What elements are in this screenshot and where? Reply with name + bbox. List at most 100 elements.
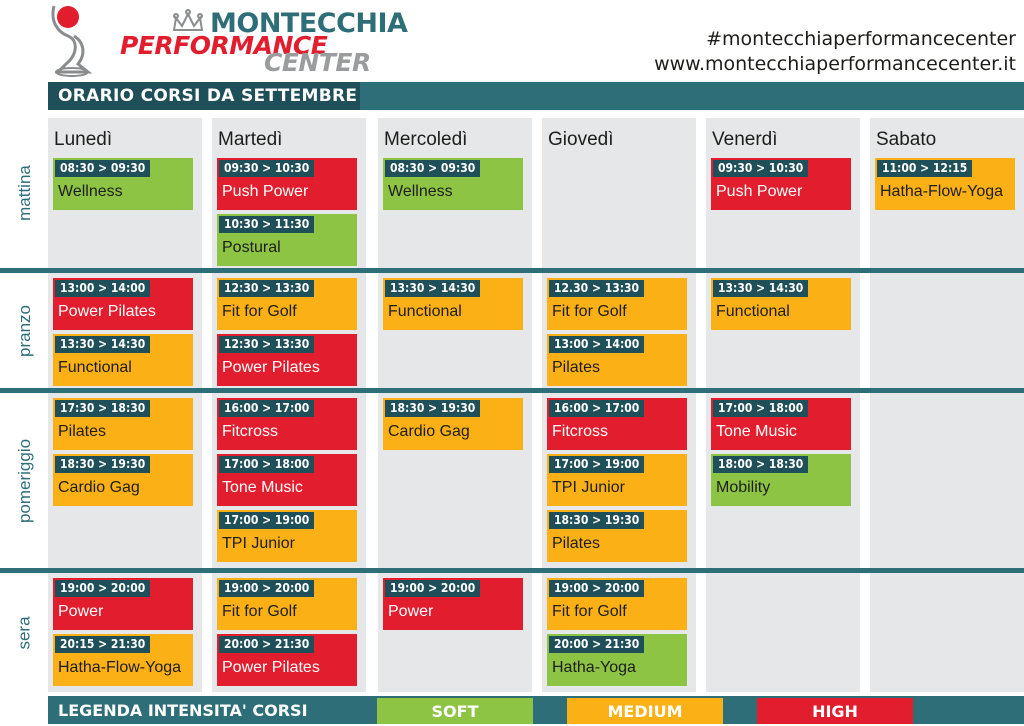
legend-medium: MEDIUM	[567, 698, 723, 724]
class-card[interactable]: 17:00 > 19:00 TPI Junior	[547, 454, 687, 506]
period-label-text: pomeriggio	[15, 438, 35, 523]
class-card[interactable]: 18:30 > 19:30 Cardio Gag	[383, 398, 523, 450]
period-label: mattina	[12, 118, 38, 268]
day-column-cell	[542, 118, 696, 268]
class-name: Fit for Golf	[222, 603, 297, 620]
class-name: Power Pilates	[58, 303, 156, 320]
period-label: pranzo	[12, 273, 38, 388]
class-card[interactable]: 17:00 > 18:00 Tone Music	[711, 398, 851, 450]
class-time-badge: 09:30 > 10:30	[219, 160, 315, 177]
class-card[interactable]: 20:00 > 21:30 Hatha-Yoga	[547, 634, 687, 686]
class-card[interactable]: 12:30 > 13:30 Power Pilates	[217, 334, 357, 386]
class-time-badge: 08:30 > 09:30	[55, 160, 151, 177]
class-card[interactable]: 09:30 > 10:30 Push Power	[711, 158, 851, 210]
day-header: Sabato	[876, 129, 937, 150]
class-name: Functional	[388, 303, 462, 320]
class-name: Mobility	[716, 479, 771, 496]
period-label: pomeriggio	[12, 393, 38, 568]
class-time-badge: 13:00 > 14:00	[549, 336, 645, 353]
period-separator	[0, 568, 1024, 573]
class-name: Power Pilates	[222, 659, 320, 676]
class-card[interactable]: 10:30 > 11:30 Postural	[217, 214, 357, 266]
class-time-badge: 20:15 > 21:30	[55, 636, 151, 653]
class-card[interactable]: 19:00 > 20:00 Fit for Golf	[217, 578, 357, 630]
class-name: Power	[388, 603, 434, 620]
class-name: Tone Music	[716, 423, 797, 440]
class-name: Power Pilates	[222, 359, 320, 376]
brand-name-line1: MONTECCHIA	[210, 8, 408, 39]
class-time-badge: 11:00 > 12:15	[877, 160, 973, 177]
crown-icon	[172, 9, 204, 31]
website-link[interactable]: www.montecchiaperformancecenter.it	[654, 53, 1016, 75]
class-name: Power	[58, 603, 104, 620]
class-card[interactable]: 13:00 > 14:00 Power Pilates	[53, 278, 193, 330]
day-header: Venerdì	[712, 129, 778, 150]
brand-name-line2: PERFORMANCE	[120, 31, 328, 60]
class-time-badge: 10:30 > 11:30	[219, 216, 315, 233]
class-card[interactable]: 18:30 > 19:30 Cardio Gag	[53, 454, 193, 506]
class-name: Pilates	[58, 423, 107, 440]
class-card[interactable]: 20:15 > 21:30 Hatha-Flow-Yoga	[53, 634, 193, 686]
class-card[interactable]: 12:30 > 13:30 Fit for Golf	[217, 278, 357, 330]
class-card[interactable]: 19:00 > 20:00 Power	[53, 578, 193, 630]
class-card[interactable]: 18:00 > 18:30 Mobility	[711, 454, 851, 506]
hashtag: #montecchiaperformancecenter	[706, 28, 1016, 50]
class-name: Tone Music	[222, 479, 303, 496]
class-card[interactable]: 18:30 > 19:30 Pilates	[547, 510, 687, 562]
legend-soft: SOFT	[377, 698, 533, 724]
legend-title: LEGENDA INTENSITA' CORSI	[58, 701, 308, 720]
period-label-text: sera	[15, 615, 35, 650]
period-separator	[0, 388, 1024, 393]
class-time-badge: 16:00 > 17:00	[549, 400, 645, 417]
class-name: Fitcross	[222, 423, 278, 440]
class-time-badge: 18:30 > 19:30	[549, 512, 645, 529]
class-card[interactable]: 08:30 > 09:30 Wellness	[53, 158, 193, 210]
class-card[interactable]: 17:00 > 19:00 TPI Junior	[217, 510, 357, 562]
class-card[interactable]: 17:00 > 18:00 Tone Music	[217, 454, 357, 506]
class-name: Functional	[716, 303, 790, 320]
class-card[interactable]: 16:00 > 17:00 Fitcross	[547, 398, 687, 450]
class-name: Fit for Golf	[222, 303, 297, 320]
class-card[interactable]: 17:30 > 18:30 Pilates	[53, 398, 193, 450]
class-name: Fit for Golf	[552, 303, 627, 320]
class-name: TPI Junior	[552, 479, 625, 496]
class-card[interactable]: 19:00 > 20:00 Power	[383, 578, 523, 630]
class-card[interactable]: 09:30 > 10:30 Push Power	[217, 158, 357, 210]
class-card[interactable]: 08:30 > 09:30 Wellness	[383, 158, 523, 210]
class-time-badge: 17:30 > 18:30	[55, 400, 151, 417]
class-time-badge: 17:00 > 18:00	[713, 400, 809, 417]
class-name: TPI Junior	[222, 535, 295, 552]
class-name: Hatha-Yoga	[552, 659, 636, 676]
class-card[interactable]: 16:00 > 17:00 Fitcross	[217, 398, 357, 450]
class-time-badge: 19:00 > 20:00	[385, 580, 481, 597]
brand-logo-graphic	[51, 5, 204, 77]
class-card[interactable]: 20:00 > 21:30 Power Pilates	[217, 634, 357, 686]
class-name: Push Power	[222, 183, 309, 200]
class-time-badge: 13:30 > 14:30	[385, 280, 481, 297]
class-time-badge: 17:00 > 19:00	[219, 512, 315, 529]
brand-logo: MONTECCHIA PERFORMANCE CENTER	[48, 2, 468, 78]
class-card[interactable]: 13:30 > 14:30 Functional	[383, 278, 523, 330]
class-time-badge: 09:30 > 10:30	[713, 160, 809, 177]
class-card[interactable]: 13:30 > 14:30 Functional	[711, 278, 851, 330]
class-name: Functional	[58, 359, 132, 376]
class-time-badge: 13:00 > 14:00	[55, 280, 151, 297]
class-name: Pilates	[552, 359, 601, 376]
class-name: Hatha-Flow-Yoga	[58, 659, 182, 676]
class-card[interactable]: 11:00 > 12:15 Hatha-Flow-Yoga	[875, 158, 1015, 210]
class-time-badge: 12:30 > 13:30	[219, 336, 315, 353]
class-time-badge: 19:00 > 20:00	[219, 580, 315, 597]
class-time-badge: 17:00 > 19:00	[549, 456, 645, 473]
class-card[interactable]: 12.30 > 13:30 Fit for Golf	[547, 278, 687, 330]
day-column-cell	[870, 393, 1024, 568]
class-time-badge: 18:30 > 19:30	[55, 456, 151, 473]
class-card[interactable]: 13:00 > 14:00 Pilates	[547, 334, 687, 386]
class-time-badge: 12:30 > 13:30	[219, 280, 315, 297]
day-header: Martedì	[218, 129, 283, 150]
class-time-badge: 17:00 > 18:00	[219, 456, 315, 473]
class-time-badge: 16:00 > 17:00	[219, 400, 315, 417]
class-card[interactable]: 13:30 > 14:30 Functional	[53, 334, 193, 386]
legend-high: HIGH	[757, 698, 913, 724]
class-card[interactable]: 19:00 > 20:00 Fit for Golf	[547, 578, 687, 630]
